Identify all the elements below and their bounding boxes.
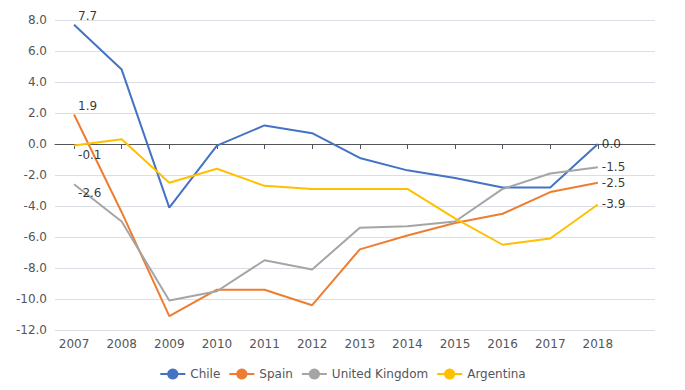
svg-text:-0.1: -0.1 (78, 148, 101, 162)
svg-text:-12.0: -12.0 (16, 323, 47, 337)
svg-text:-2.5: -2.5 (602, 176, 625, 190)
svg-text:United Kingdom: United Kingdom (332, 367, 428, 381)
svg-text:-3.9: -3.9 (602, 197, 625, 211)
svg-text:2014: 2014 (392, 337, 423, 351)
svg-text:-2.6: -2.6 (78, 186, 101, 200)
svg-text:2008: 2008 (106, 337, 137, 351)
svg-text:0.0: 0.0 (602, 137, 621, 151)
svg-text:-2.0: -2.0 (24, 168, 47, 182)
svg-text:Chile: Chile (190, 367, 220, 381)
svg-text:-1.5: -1.5 (602, 160, 625, 174)
svg-text:2.0: 2.0 (28, 106, 47, 120)
svg-text:8.0: 8.0 (28, 13, 47, 27)
svg-text:2017: 2017 (535, 337, 566, 351)
svg-text:2012: 2012 (297, 337, 328, 351)
svg-text:-8.0: -8.0 (24, 261, 47, 275)
svg-text:2010: 2010 (202, 337, 233, 351)
svg-text:7.7: 7.7 (78, 9, 97, 23)
svg-text:2013: 2013 (344, 337, 375, 351)
svg-text:2011: 2011 (249, 337, 280, 351)
svg-text:-4.0: -4.0 (24, 199, 47, 213)
svg-text:2007: 2007 (59, 337, 90, 351)
svg-text:2015: 2015 (440, 337, 471, 351)
svg-text:0.0: 0.0 (28, 137, 47, 151)
svg-text:2009: 2009 (154, 337, 185, 351)
svg-text:2016: 2016 (487, 337, 518, 351)
svg-text:-6.0: -6.0 (24, 230, 47, 244)
svg-text:2018: 2018 (583, 337, 614, 351)
svg-text:Argentina: Argentina (467, 367, 526, 381)
svg-text:6.0: 6.0 (28, 44, 47, 58)
svg-text:1.9: 1.9 (78, 99, 97, 113)
svg-text:Spain: Spain (259, 367, 293, 381)
svg-text:-10.0: -10.0 (16, 292, 47, 306)
svg-text:4.0: 4.0 (28, 75, 47, 89)
